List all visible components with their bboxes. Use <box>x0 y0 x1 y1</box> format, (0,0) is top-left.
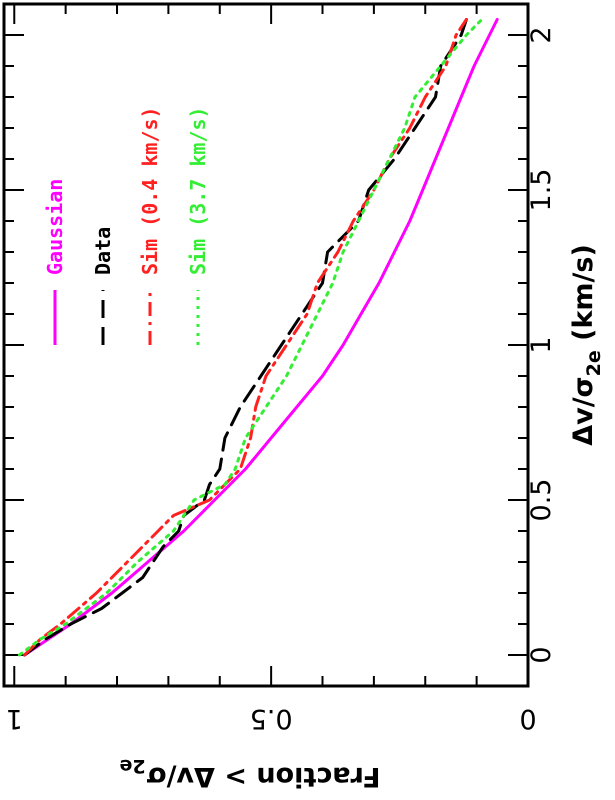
legend-label-1: Data <box>91 227 115 275</box>
plot-frame <box>2 2 530 688</box>
y-axis-label-sub: 2e <box>119 755 145 777</box>
tick-marks <box>4 4 529 686</box>
x-axis-label: Δv/σ2e (km/s) <box>568 244 605 446</box>
svg-text:Fraction > Δv/σ2e: Fraction > Δv/σ2e <box>119 755 380 792</box>
tick-labels: 0 0.5 1 1.5 2 0 0.5 1 <box>6 26 557 734</box>
legend-entry-2: Sim (0.4 km/s) <box>138 106 162 345</box>
series-line-0 <box>23 18 499 657</box>
y-tick-label: 0 <box>519 703 536 734</box>
legend: Gaussian Data Sim (0.4 km/s) Sim (3.7 km/s) <box>43 106 210 345</box>
legend-entry-0: Gaussian <box>43 179 67 345</box>
legend-label-0: Gaussian <box>43 179 67 275</box>
legend-label-3: Sim (3.7 km/s) <box>186 106 210 275</box>
series-line-1 <box>23 18 468 657</box>
legend-label-2: Sim (0.4 km/s) <box>138 106 162 275</box>
x-axis-label-main: Δv/σ <box>568 376 599 445</box>
y-axis-label-main: Fraction > Δv/σ <box>146 761 381 792</box>
x-tick-label: 2 <box>526 26 557 43</box>
y-tick-label: 1 <box>6 703 23 734</box>
legend-entry-1: Data <box>91 227 115 345</box>
x-axis-label-unit: (km/s) <box>568 244 599 350</box>
y-axis-label: Fraction > Δv/σ2e <box>119 755 380 792</box>
y-tick-label: 0.5 <box>250 703 293 734</box>
x-tick-label: 1.5 <box>526 169 557 212</box>
x-tick-label: 1 <box>526 336 557 353</box>
x-tick-label: 0.5 <box>526 479 557 522</box>
legend-entry-3: Sim (3.7 km/s) <box>186 106 210 345</box>
series-line-2 <box>23 18 468 657</box>
x-tick-label: 0 <box>526 646 557 663</box>
series-lines <box>17 18 499 657</box>
svg-text:Δv/σ2e (km/s): Δv/σ2e (km/s) <box>568 244 605 446</box>
x-axis-label-sub: 2e <box>583 350 605 376</box>
series-line-3 <box>17 18 484 657</box>
